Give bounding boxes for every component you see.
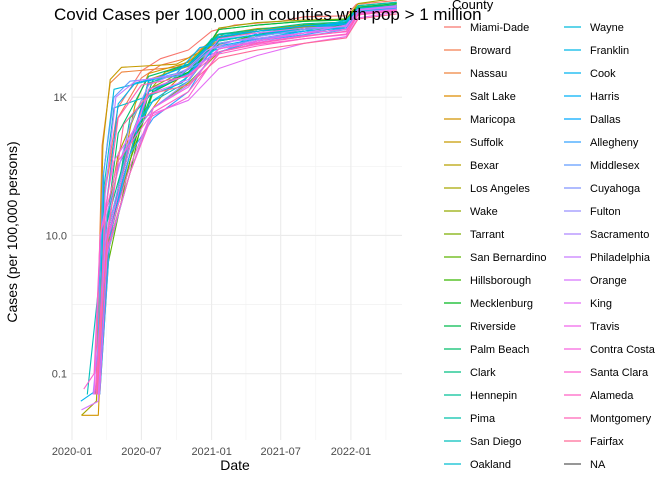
legend-label: NA [590,459,606,471]
legend-label: Middlesex [590,160,640,172]
legend-label: King [590,298,612,310]
chart-title: Covid Cases per 100,000 in counties with… [54,5,482,24]
legend-label: Cook [590,68,616,80]
legend-label: Riverside [470,321,516,333]
legend-label: Tarrant [470,229,504,241]
legend-label: Fulton [590,206,621,218]
legend-label: Oakland [470,459,511,471]
legend-title: County [452,0,494,12]
series-line-miami-dade [97,0,397,402]
x-tick-label: 2020-07 [121,446,161,458]
series-line-allegheny [99,8,397,395]
y-tick-label: 1K [54,92,68,104]
legend-label: Miami-Dade [470,22,529,34]
legend-label: Bexar [470,160,499,172]
legend-label: Hennepin [470,390,517,402]
series-line-philadelphia [97,6,397,395]
x-axis-title: Date [220,457,250,473]
legend-label: Harris [590,91,620,103]
legend-label: Sacramento [590,229,649,241]
legend-label: Allegheny [590,137,639,149]
legend-label: Hillsborough [470,275,531,287]
series-line-wayne [97,5,397,395]
legend-label: Broward [470,45,511,57]
legend-label: Santa Clara [590,367,649,379]
series-line-los-angeles [81,0,388,416]
legend-label: Contra Costa [590,344,656,356]
series-line-san-bernardino [97,1,397,395]
legend-label: Salt Lake [470,91,516,103]
series-line-mecklenburg [98,4,397,395]
legend-label: Wake [470,206,498,218]
series-line-bexar [98,8,397,395]
legend-label: Travis [590,321,620,333]
legend-label: Los Angeles [470,183,530,195]
x-tick-label: 2021-07 [260,446,300,458]
legend-label: Franklin [590,45,629,57]
axes: 2020-01 2020-07 2021-01 2021-07 2022-01 0.1 10… [46,92,371,458]
legend-label: Philadelphia [590,252,651,264]
legend-label: Mecklenburg [470,298,533,310]
legend-label: San Bernardino [470,252,546,264]
series-line-salt-lake [99,5,397,395]
y-tick-label: 0.1 [52,369,67,381]
series-line-orange [81,5,397,411]
series-line-montgomery [95,10,397,395]
legend-label: Dallas [590,114,621,126]
legend-label: Clark [470,367,496,379]
series-line-travis [98,8,397,395]
legend-label: Pima [470,413,496,425]
legend-label: Orange [590,275,627,287]
series-line-suffolk [97,3,397,385]
legend-label: Fairfax [590,436,624,448]
legend: County Miami-Dade Broward Nassau Salt Lake M… [444,0,656,471]
y-tick-label: 10.0 [46,230,67,242]
series-line-maricopa [81,6,397,416]
legend-label: Nassau [470,68,507,80]
legend-label: Cuyahoga [590,183,641,195]
legend-label: Wayne [590,22,624,34]
legend-label: Montgomery [590,413,652,425]
series-line-alameda [94,10,397,395]
legend-label: Alameda [590,390,634,402]
x-tick-label: 2020-01 [52,446,92,458]
y-axis-title: Cases (per 100,000 persons) [4,141,20,322]
legend-label: Maricopa [470,114,516,126]
grid [71,28,402,440]
x-tick-label: 2022-01 [331,446,371,458]
legend-label: Suffolk [470,137,504,149]
series-line-cook [80,5,397,402]
series-line-fairfax [96,13,397,395]
x-tick-label: 2021-01 [191,446,231,458]
series-lines [80,0,397,416]
legend-label: Palm Beach [470,344,529,356]
series-line-riverside [97,3,397,395]
series-line-franklin [97,5,397,395]
legend-label: San Diego [470,436,521,448]
